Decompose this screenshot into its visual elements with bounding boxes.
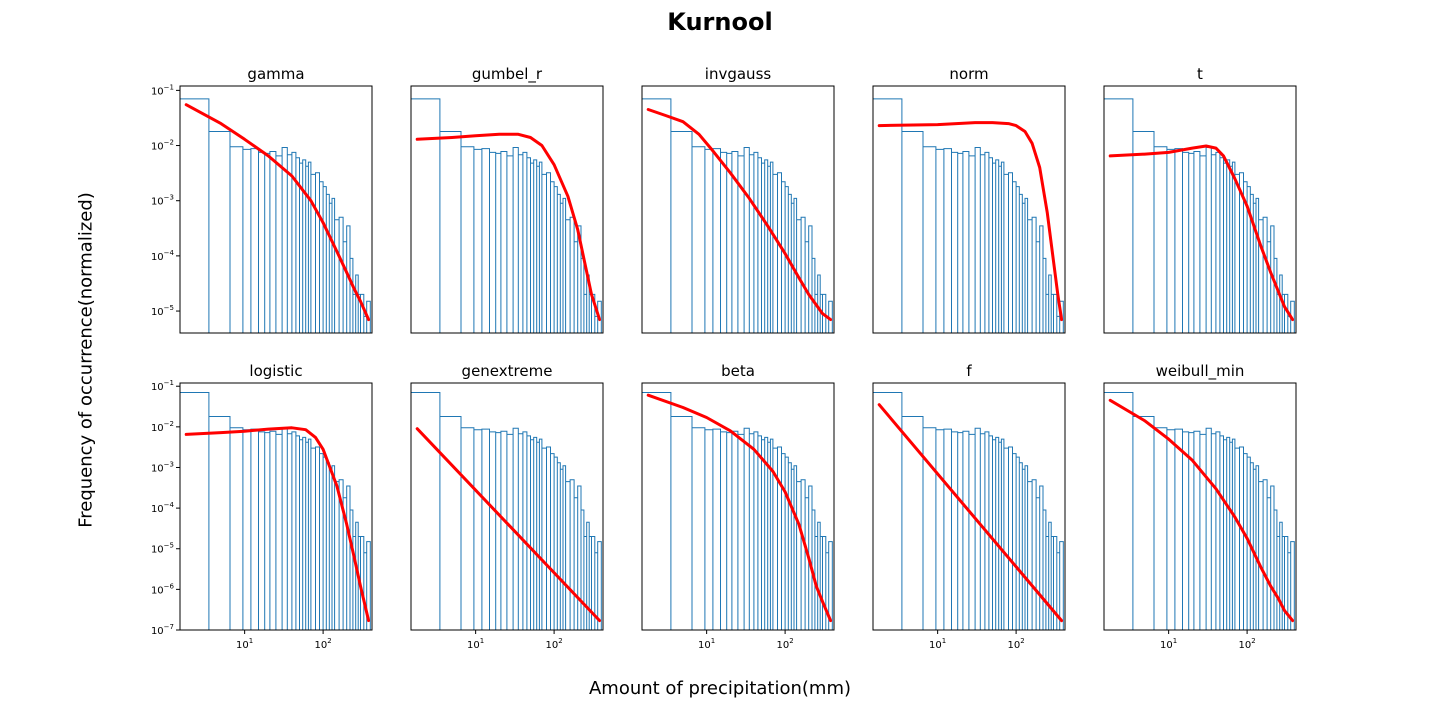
panel-gamma: gamma 10−1 10−2 10−3 10−4 10−5 (151, 65, 373, 334)
axes-frame (872, 85, 1066, 334)
y-tick-label: 10−2 (151, 139, 174, 153)
axes-frame (1103, 85, 1297, 334)
axes-frame (641, 382, 835, 631)
x-tick-label: 101 (467, 637, 484, 651)
panel-title: invgauss (705, 65, 772, 83)
fit-curve-weibull_min (1108, 398, 1295, 623)
y-tick-label: 10−3 (151, 194, 174, 208)
y-tick-label: 10−4 (151, 501, 175, 515)
x-tick-label: 101 (929, 637, 946, 651)
x-tick-label: 101 (236, 637, 253, 651)
fit-curve-norm (877, 121, 1064, 322)
histogram-steps (642, 98, 833, 333)
panel-title: t (1197, 65, 1203, 83)
panel-invgauss: invgauss (641, 65, 835, 334)
x-tick-label: 102 (1007, 637, 1024, 651)
y-tick-label: 10−1 (151, 379, 174, 393)
y-tick-label: 10−1 (151, 83, 174, 97)
panel-title: beta (721, 362, 755, 380)
panel-t: t (1103, 65, 1297, 334)
axes-frame (410, 85, 604, 334)
fit-curve-t (1108, 144, 1295, 322)
axes-frame (179, 85, 373, 334)
x-tick-label: 102 (776, 637, 793, 651)
histogram-steps (180, 98, 371, 333)
panel-f: f 101 102 (872, 362, 1066, 651)
histogram-steps (411, 392, 602, 630)
panel-genextreme: genextreme 101 102 (410, 362, 604, 651)
histogram-steps (642, 392, 833, 630)
x-axis-label: Amount of precipitation(mm) (588, 678, 852, 699)
axes-frame (872, 382, 1066, 631)
panel-title: f (966, 362, 972, 380)
panel-norm: norm (872, 65, 1066, 334)
x-tick-label: 102 (545, 637, 562, 651)
histogram-steps (873, 98, 1064, 333)
axes-frame (179, 382, 373, 631)
panel-title: weibull_min (1156, 362, 1245, 381)
panel-gumbel_r: gumbel_r (410, 65, 604, 334)
fit-curve-gamma (184, 103, 371, 322)
panel-title: genextreme (462, 362, 553, 380)
fit-curve-invgauss (646, 108, 833, 322)
axes-frame (641, 85, 835, 334)
y-tick-label: 10−4 (151, 249, 175, 263)
panel-title: gamma (247, 65, 304, 83)
x-tick-label: 101 (698, 637, 715, 651)
panel-title: logistic (249, 362, 302, 380)
histogram-steps (180, 392, 371, 630)
panel-title: gumbel_r (472, 65, 543, 84)
x-tick-label: 102 (1238, 637, 1255, 651)
panel-logistic: logistic 10−1 10−2 10−3 10−4 10−5 10−6 10−7 101 1… (151, 362, 373, 651)
axes-frame (1103, 382, 1297, 631)
axes-frame (410, 382, 604, 631)
y-tick-label: 10−5 (151, 304, 174, 318)
panel-title: norm (949, 65, 988, 83)
histogram-steps (1104, 392, 1295, 630)
fit-curve-logistic (184, 426, 371, 623)
y-tick-label: 10−2 (151, 420, 174, 434)
histogram-steps (1104, 98, 1295, 333)
fit-curve-gumbel_r (415, 132, 602, 322)
histogram-steps (411, 98, 602, 333)
y-tick-label: 10−7 (151, 623, 174, 637)
fit-curve-f (877, 403, 1064, 623)
fit-curve-genextreme (415, 427, 602, 623)
panel-weibull_min: weibull_min 101 102 (1103, 362, 1297, 651)
histogram-steps (873, 392, 1064, 630)
y-tick-label: 10−6 (151, 582, 175, 596)
x-tick-label: 101 (1160, 637, 1177, 651)
figure-title: Kurnool (667, 8, 773, 36)
x-tick-label: 102 (314, 637, 331, 651)
fit-curve-beta (646, 393, 833, 623)
panel-beta: beta 101 102 (641, 362, 835, 651)
y-tick-label: 10−3 (151, 460, 174, 474)
y-tick-label: 10−5 (151, 542, 174, 556)
